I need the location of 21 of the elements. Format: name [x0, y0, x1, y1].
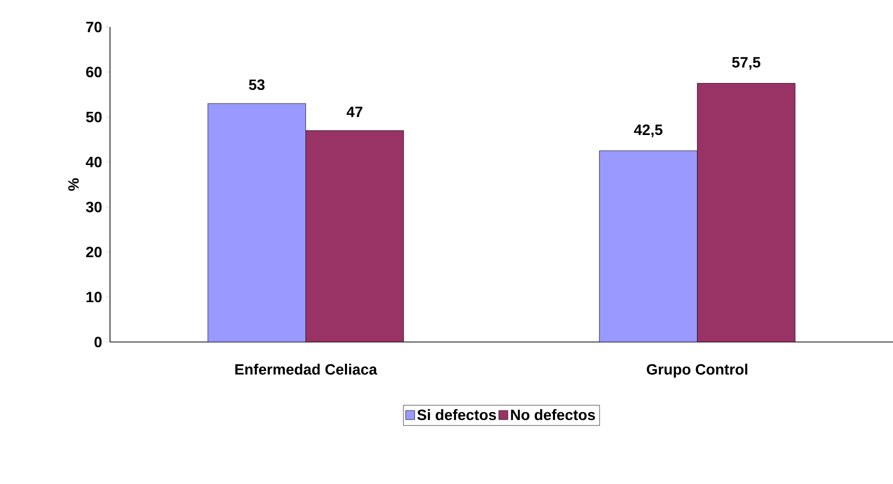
y-tick-label: 10 — [86, 292, 102, 302]
bar — [306, 130, 404, 342]
bar — [599, 150, 698, 342]
bar — [697, 83, 796, 342]
data-label: 42,5 — [634, 124, 662, 138]
y-tick-label: 40 — [86, 156, 102, 168]
y-axis-title: % — [68, 178, 79, 191]
y-tick-label: 0 — [94, 336, 102, 348]
data-label: 57,5 — [732, 57, 760, 70]
y-tick-label: 30 — [86, 202, 102, 212]
data-label: 53 — [248, 79, 265, 90]
y-tick-label: 70 — [86, 22, 102, 32]
x-tick-label: Grupo Control — [646, 364, 748, 378]
y-tick-label: 60 — [86, 66, 102, 78]
legend-label: No defectos — [511, 409, 595, 420]
legend-label: Si defectos — [417, 409, 496, 420]
y-tick-label: 50 — [86, 112, 102, 122]
data-label: 47 — [346, 106, 362, 118]
bar — [208, 103, 306, 342]
y-tick-label: 20 — [86, 246, 102, 258]
x-tick-label: Enfermedad Celiaca — [235, 364, 378, 375]
